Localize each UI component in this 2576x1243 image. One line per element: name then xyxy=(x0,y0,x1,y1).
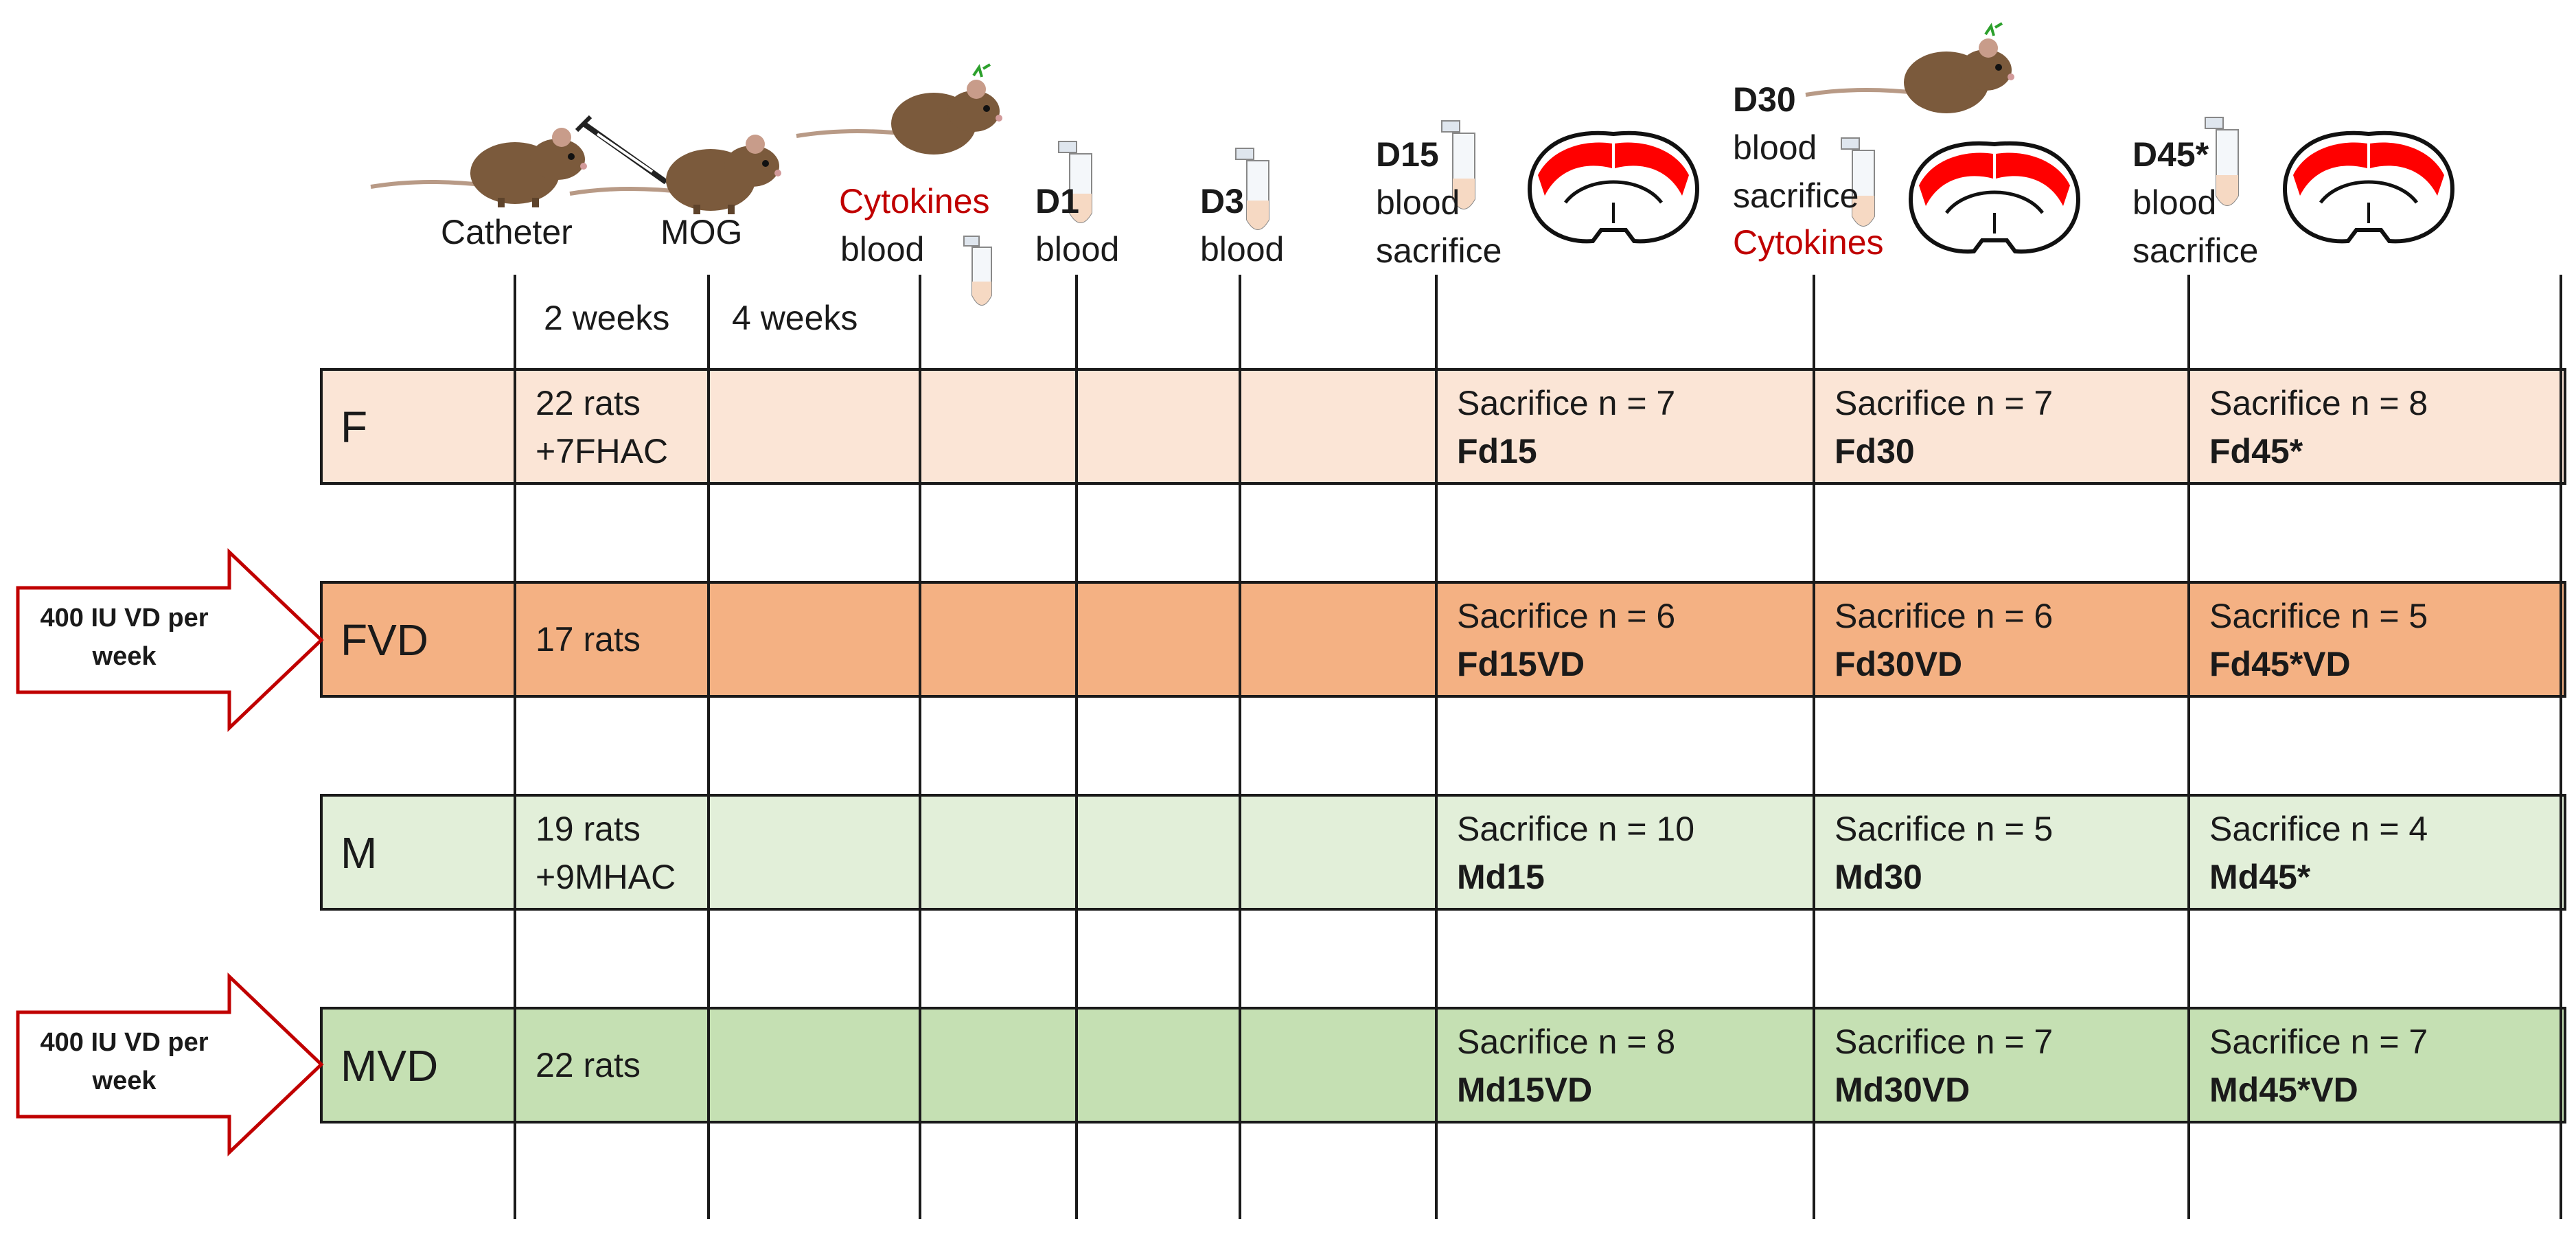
sacrifice-m-d15: Sacrifice n = 10 xyxy=(1457,810,1695,848)
code-mvd-d45: Md45*VD xyxy=(2209,1071,2358,1109)
code-fvd-d30: Fd30VD xyxy=(1835,645,1963,683)
vitamin-d-dose-line2: week xyxy=(92,642,157,671)
group-label-fvd: FVD xyxy=(341,615,428,665)
vitamin-d-dose-label-fvd: 400 IU VD per week xyxy=(15,599,233,676)
sacrifice-fvd-d30: Sacrifice n = 6 xyxy=(1835,597,2054,635)
group-row-mvd xyxy=(320,1007,2566,1124)
rats-count-f: 22 rats xyxy=(536,384,641,422)
code-f-d30: Fd30 xyxy=(1835,432,1915,470)
d3-blood-label: blood xyxy=(1200,230,1285,269)
rat-icon-cytokines xyxy=(796,63,1002,155)
sacrifice-mvd-d15: Sacrifice n = 8 xyxy=(1457,1023,1676,1061)
rats-count-m: 19 rats xyxy=(536,810,641,848)
d1-blood-label: blood xyxy=(1035,230,1120,269)
rat-icon-d30 xyxy=(1805,22,2014,113)
timeline-line-d45 xyxy=(2187,275,2190,1219)
d1-label: D1 xyxy=(1035,182,1079,220)
tube-icon-d15 xyxy=(1441,120,1475,209)
sacrifice-fvd-d15: Sacrifice n = 6 xyxy=(1457,597,1676,635)
cytokines-label: Cytokines xyxy=(839,182,990,220)
sacrifice-fvd-d45: Sacrifice n = 5 xyxy=(2209,597,2428,635)
vitamin-d-arrow-fvd xyxy=(16,548,324,732)
group-label-m: M xyxy=(341,828,378,878)
timeline-line-d30 xyxy=(1813,275,1815,1219)
timeline-line-end xyxy=(2560,275,2562,1219)
d15-blood-label: blood xyxy=(1376,183,1460,222)
mog-label: MOG xyxy=(660,213,743,251)
sacrifice-mvd-d30: Sacrifice n = 7 xyxy=(1835,1023,2054,1061)
d45-sacrifice-label: sacrifice xyxy=(2132,231,2259,270)
group-row-fvd xyxy=(320,581,2566,698)
interval-4-weeks: 4 weeks xyxy=(732,299,858,337)
brain-section-icon-d15 xyxy=(1527,130,1700,244)
catheter-label: Catheter xyxy=(441,213,573,251)
code-mvd-d15: Md15VD xyxy=(1457,1071,1593,1109)
d30-cytokines-label: Cytokines xyxy=(1733,223,1884,262)
d15-label: D15 xyxy=(1376,135,1439,174)
vitamin-d-arrow-mvd xyxy=(16,972,324,1156)
code-m-d15: Md15 xyxy=(1457,858,1545,896)
timeline-line-d3 xyxy=(1239,275,1241,1219)
group-label-mvd: MVD xyxy=(341,1041,439,1091)
brain-section-icon-d30 xyxy=(1908,141,2081,254)
timeline-line-d15 xyxy=(1435,275,1438,1219)
sacrifice-f-d15: Sacrifice n = 7 xyxy=(1457,384,1676,422)
vitamin-d-dose-label-mvd: 400 IU VD per week xyxy=(15,1023,233,1100)
rat-icon-mog xyxy=(569,135,781,214)
rats-count-mvd: 22 rats xyxy=(536,1046,641,1084)
code-fvd-d15: Fd15VD xyxy=(1457,645,1585,683)
cytokines-blood-label: blood xyxy=(840,230,925,269)
code-mvd-d30: Md30VD xyxy=(1835,1071,1970,1109)
hac-count-f: +7FHAC xyxy=(536,432,669,470)
tube-icon-d30 xyxy=(1841,137,1875,227)
d3-label: D3 xyxy=(1200,182,1244,220)
timeline-line-catheter xyxy=(514,275,516,1219)
d30-blood-label: blood xyxy=(1733,128,1817,167)
group-row-m xyxy=(320,794,2566,911)
brain-section-icon-d45 xyxy=(2282,130,2455,244)
tube-icon-d45 xyxy=(2205,117,2239,206)
sacrifice-mvd-d45: Sacrifice n = 7 xyxy=(2209,1023,2428,1061)
group-row-f xyxy=(320,368,2566,485)
d30-sacrifice-label: sacrifice xyxy=(1733,176,1859,215)
code-m-d45: Md45* xyxy=(2209,858,2311,896)
vitamin-d-dose-line2: week xyxy=(92,1067,157,1095)
sacrifice-f-d30: Sacrifice n = 7 xyxy=(1835,384,2054,422)
interval-2-weeks: 2 weeks xyxy=(544,299,670,337)
tube-icon-d1 xyxy=(1058,141,1092,223)
d45-label: D45* xyxy=(2132,135,2209,174)
tube-icon-cytokines xyxy=(963,236,992,306)
d15-sacrifice-label: sacrifice xyxy=(1376,231,1502,270)
vitamin-d-dose-line1: 400 IU VD per xyxy=(40,604,209,632)
hac-count-m: +9MHAC xyxy=(536,858,676,896)
timeline-line-d1 xyxy=(1075,275,1078,1219)
vitamin-d-dose-line1: 400 IU VD per xyxy=(40,1028,209,1057)
group-label-f: F xyxy=(341,402,368,452)
d30-label: D30 xyxy=(1733,80,1796,119)
rat-icon-catheter xyxy=(370,128,587,207)
code-m-d30: Md30 xyxy=(1835,858,1922,896)
code-f-d45: Fd45* xyxy=(2209,432,2303,470)
tube-icon-d3 xyxy=(1235,148,1269,230)
sacrifice-f-d45: Sacrifice n = 8 xyxy=(2209,384,2428,422)
timeline-line-mog xyxy=(707,275,710,1219)
timeline-line-cytokines xyxy=(919,275,921,1219)
sacrifice-m-d45: Sacrifice n = 4 xyxy=(2209,810,2428,848)
code-f-d15: Fd15 xyxy=(1457,432,1537,470)
sacrifice-m-d30: Sacrifice n = 5 xyxy=(1835,810,2054,848)
code-fvd-d45: Fd45*VD xyxy=(2209,645,2351,683)
d45-blood-label: blood xyxy=(2132,183,2217,222)
rats-count-fvd: 17 rats xyxy=(536,620,641,659)
